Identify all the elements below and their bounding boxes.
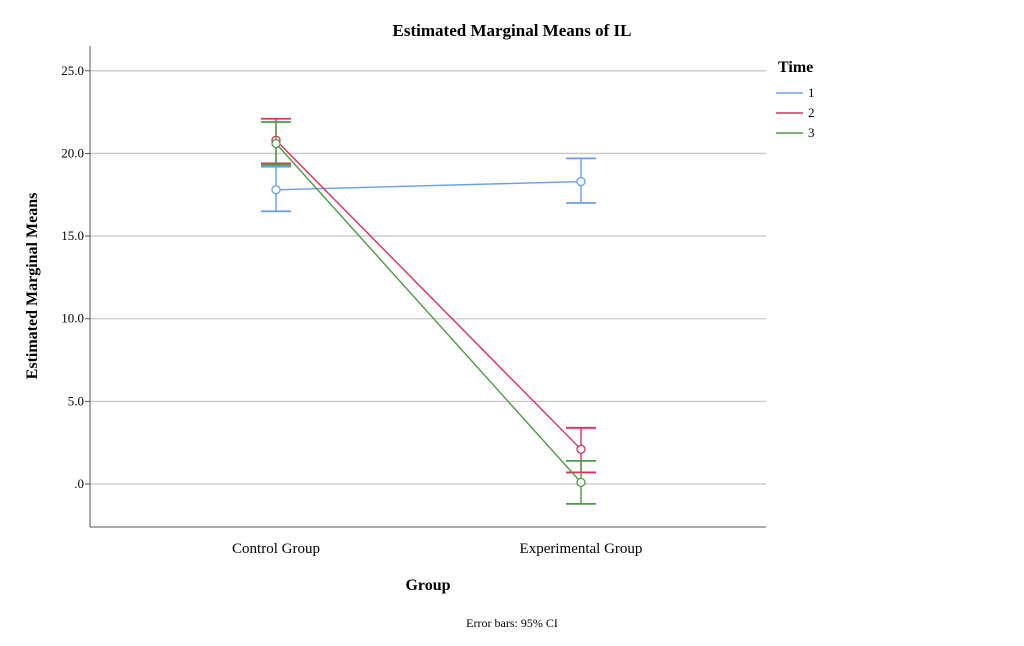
series-3: [261, 121, 596, 505]
series-line: [275, 180, 582, 191]
y-tick-label: .0: [74, 476, 84, 491]
x-category-label: Experimental Group: [520, 541, 643, 557]
series-line: [275, 143, 582, 483]
data-point: [576, 477, 586, 488]
y-tick-label: 15.0: [61, 228, 84, 243]
y-axis-title: Estimated Marginal Means: [24, 193, 41, 380]
series-2: [261, 117, 596, 474]
legend-title: Time: [778, 59, 813, 76]
y-tick-label: 20.0: [61, 145, 84, 160]
series-1: [261, 157, 596, 213]
data-point: [271, 185, 281, 195]
legend-label-2: 2: [808, 105, 815, 120]
legend-label-1: 1: [808, 85, 815, 100]
y-tick-label: 10.0: [61, 311, 84, 326]
x-category-label: Control Group: [232, 541, 320, 557]
y-axis-ticks: .0 5.0 10.0 15.0 20.0 25.0: [61, 63, 90, 491]
gridlines: [90, 70, 766, 485]
series-line: [275, 139, 582, 450]
data-point: [271, 138, 281, 149]
x-axis-categories: Control Group Experimental Group: [232, 541, 642, 557]
legend-label-3: 3: [808, 125, 815, 140]
chart-title: Estimated Marginal Means of IL: [393, 21, 632, 40]
series-group: [261, 117, 596, 505]
data-point: [576, 444, 586, 454]
data-point: [576, 176, 586, 187]
legend: Time 1 2 3: [776, 59, 815, 140]
x-axis-title: Group: [405, 577, 450, 594]
y-tick-label: 5.0: [68, 393, 84, 408]
y-tick-label: 25.0: [61, 63, 84, 78]
footnote: Error bars: 95% CI: [466, 616, 558, 630]
